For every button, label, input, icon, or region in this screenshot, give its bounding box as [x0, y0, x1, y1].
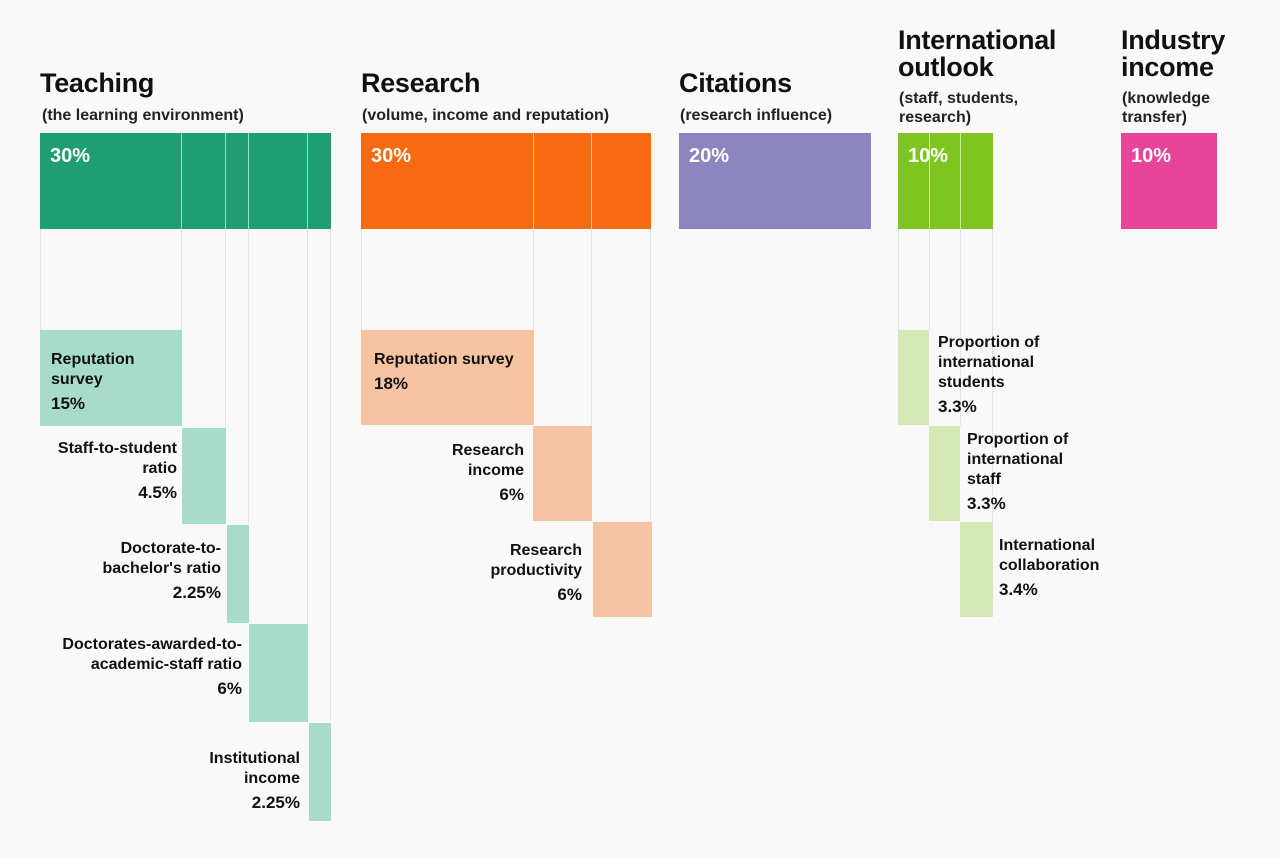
guide-line — [929, 229, 930, 330]
guide-line — [533, 229, 534, 330]
component-label: Proportion of international staff 3.3% — [967, 430, 1092, 514]
component-block-doctorate-to-bachelors-ratio — [227, 525, 249, 623]
component-value: 6% — [499, 485, 524, 504]
component-label: Reputation survey 18% — [374, 350, 514, 394]
component-value: 15% — [51, 394, 86, 413]
guide-line — [181, 229, 182, 330]
divider — [533, 133, 534, 229]
pillar-bar-citations: 20% — [679, 133, 871, 229]
pillar-subtitle-citations: (research influence) — [680, 107, 833, 124]
component-block-international-collaboration — [960, 522, 993, 617]
pillar-weight-teaching: 30% — [50, 145, 91, 167]
component-name: Reputation survey — [51, 351, 135, 388]
component-label: Institutional income 2.25% — [170, 749, 300, 813]
component-label: Proportion of international students 3.3… — [938, 333, 1063, 417]
pillar-bar-international-outlook: 10% — [898, 133, 993, 229]
component-name: Doctorate-to-bachelor's ratio — [102, 540, 221, 577]
guide-line — [40, 229, 41, 330]
guide-line — [650, 229, 651, 522]
component-label: Staff-to-student ratio 4.5% — [25, 439, 177, 503]
pillar-bar-industry-income: 10% — [1121, 133, 1217, 229]
guide-line — [591, 229, 592, 426]
component-value: 6% — [557, 585, 582, 604]
divider — [960, 133, 961, 229]
component-name: Proportion of international students — [938, 334, 1040, 391]
component-block-research-income — [533, 426, 592, 521]
component-name: Institutional income — [209, 750, 300, 787]
guide-line — [361, 229, 362, 330]
pillar-weight-research: 30% — [371, 145, 412, 167]
divider — [591, 133, 592, 229]
component-block-research-productivity — [593, 522, 652, 617]
component-label: International collaboration 3.4% — [999, 536, 1124, 600]
guide-line — [330, 229, 331, 722]
pillar-subtitle-industry-income: (knowledge transfer) — [1122, 90, 1211, 126]
guide-line — [225, 229, 226, 427]
component-block-international-students — [898, 330, 929, 425]
component-value: 4.5% — [138, 483, 177, 502]
guide-line — [307, 229, 308, 624]
component-name: International collaboration — [999, 537, 1100, 574]
component-name: Research income — [451, 442, 524, 479]
pillar-title-citations: Citations — [679, 68, 792, 98]
pillar-subtitle-international-outlook: (staff, students, research) — [899, 90, 1019, 126]
pillar-title-industry-income: Industry income — [1121, 25, 1226, 82]
component-block-doctorates-awarded-ratio — [249, 624, 308, 722]
guide-line — [960, 229, 961, 426]
component-label: Doctorates-awarded-to-academic-staff rat… — [52, 635, 242, 699]
component-name: Staff-to-student ratio — [57, 440, 177, 477]
pillar-weight-industry-income: 10% — [1131, 145, 1172, 167]
divider — [929, 133, 930, 229]
component-block-reputation-survey — [40, 330, 182, 426]
pillar-title-teaching: Teaching — [40, 68, 155, 98]
component-name: Proportion of international staff — [967, 431, 1069, 488]
pillar-title-international-outlook: International outlook — [898, 25, 1057, 82]
component-name: Doctorates-awarded-to-academic-staff rat… — [62, 636, 242, 673]
divider — [225, 133, 226, 229]
component-value: 3.4% — [999, 580, 1038, 599]
divider — [307, 133, 308, 229]
component-value: 18% — [374, 374, 409, 393]
pillar-bar-teaching: 30% — [40, 133, 331, 229]
pillar-weight-international-outlook: 10% — [908, 145, 949, 167]
component-value: 3.3% — [967, 494, 1006, 513]
guide-line — [992, 229, 993, 522]
component-label: Research income 6% — [414, 441, 524, 505]
component-block-international-staff — [929, 426, 960, 521]
component-value: 6% — [217, 679, 242, 698]
component-value: 2.25% — [251, 793, 300, 812]
component-label: Reputation survey 15% — [51, 350, 176, 414]
pillar-subtitle-research: (volume, income and reputation) — [362, 107, 610, 124]
guide-line — [248, 229, 249, 523]
component-label: Research productivity 6% — [462, 541, 582, 605]
component-block-research-reputation-survey — [361, 330, 534, 425]
guide-line — [898, 229, 899, 330]
pillar-bar-research: 30% — [361, 133, 651, 229]
component-block-institutional-income — [309, 723, 331, 821]
component-label: Doctorate-to-bachelor's ratio 2.25% — [80, 539, 221, 603]
pillar-weight-citations: 20% — [689, 145, 730, 167]
component-value: 2.25% — [172, 583, 221, 602]
divider — [248, 133, 249, 229]
component-name: Research productivity — [490, 542, 582, 579]
pillar-subtitle-teaching: (the learning environment) — [42, 107, 244, 124]
component-value: 3.3% — [938, 397, 977, 416]
pillar-title-research: Research — [361, 68, 481, 98]
component-block-staff-to-student-ratio — [182, 428, 226, 524]
component-name: Reputation survey — [374, 351, 514, 368]
divider — [181, 133, 182, 229]
